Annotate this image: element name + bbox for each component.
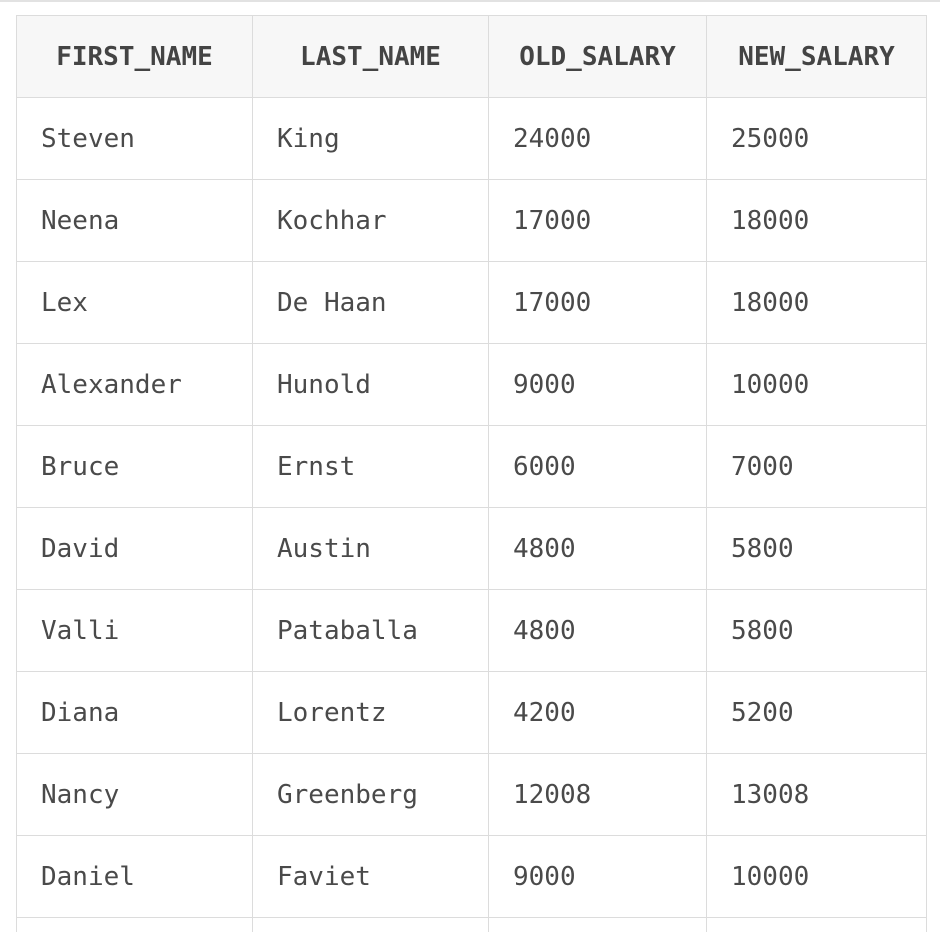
cell-first-name: Valli [16, 589, 253, 672]
cell-empty [252, 917, 489, 932]
cell-first-name: Daniel [16, 835, 253, 918]
table-row: Neena Kochhar 17000 18000 [16, 179, 927, 262]
cell-empty [16, 917, 253, 932]
cell-last-name: Hunold [252, 343, 489, 426]
cell-old-salary: 17000 [488, 261, 707, 344]
cell-old-salary: 24000 [488, 97, 707, 180]
cell-new-salary: 13008 [706, 753, 927, 836]
cell-last-name: Austin [252, 507, 489, 590]
cell-first-name: Diana [16, 671, 253, 754]
table-row: Alexander Hunold 9000 10000 [16, 343, 927, 426]
table-row-partial [16, 917, 927, 932]
cell-new-salary: 5800 [706, 589, 927, 672]
cell-empty [488, 917, 707, 932]
cell-last-name: King [252, 97, 489, 180]
table-header: FIRST_NAME LAST_NAME OLD_SALARY NEW_SALA… [16, 15, 927, 98]
cell-first-name: Bruce [16, 425, 253, 508]
cell-old-salary: 4800 [488, 589, 707, 672]
cell-first-name: Steven [16, 97, 253, 180]
cell-new-salary: 10000 [706, 343, 927, 426]
cell-old-salary: 4800 [488, 507, 707, 590]
cell-new-salary: 18000 [706, 179, 927, 262]
cell-last-name: Pataballa [252, 589, 489, 672]
cell-last-name: Faviet [252, 835, 489, 918]
table-row: Daniel Faviet 9000 10000 [16, 835, 927, 918]
table-row: Bruce Ernst 6000 7000 [16, 425, 927, 508]
cell-empty [706, 917, 927, 932]
cell-old-salary: 4200 [488, 671, 707, 754]
cell-first-name: David [16, 507, 253, 590]
cell-last-name: Ernst [252, 425, 489, 508]
cell-new-salary: 25000 [706, 97, 927, 180]
cell-old-salary: 12008 [488, 753, 707, 836]
cell-new-salary: 7000 [706, 425, 927, 508]
column-header-last-name[interactable]: LAST_NAME [252, 15, 489, 98]
cell-last-name: Lorentz [252, 671, 489, 754]
cell-first-name: Neena [16, 179, 253, 262]
column-header-old-salary[interactable]: OLD_SALARY [488, 15, 707, 98]
header-row: FIRST_NAME LAST_NAME OLD_SALARY NEW_SALA… [16, 15, 927, 98]
cell-old-salary: 17000 [488, 179, 707, 262]
cell-new-salary: 5800 [706, 507, 927, 590]
table-body: Steven King 24000 25000 Neena Kochhar 17… [16, 97, 927, 932]
cell-first-name: Alexander [16, 343, 253, 426]
table-row: Diana Lorentz 4200 5200 [16, 671, 927, 754]
cell-last-name: De Haan [252, 261, 489, 344]
cell-first-name: Nancy [16, 753, 253, 836]
table-row: Lex De Haan 17000 18000 [16, 261, 927, 344]
result-table: FIRST_NAME LAST_NAME OLD_SALARY NEW_SALA… [16, 15, 927, 932]
cell-old-salary: 9000 [488, 343, 707, 426]
table-row: Valli Pataballa 4800 5800 [16, 589, 927, 672]
cell-last-name: Greenberg [252, 753, 489, 836]
cell-last-name: Kochhar [252, 179, 489, 262]
cell-new-salary: 18000 [706, 261, 927, 344]
table-row: Steven King 24000 25000 [16, 97, 927, 180]
cell-new-salary: 10000 [706, 835, 927, 918]
table-row: Nancy Greenberg 12008 13008 [16, 753, 927, 836]
column-header-new-salary[interactable]: NEW_SALARY [706, 15, 927, 98]
cell-old-salary: 9000 [488, 835, 707, 918]
column-header-first-name[interactable]: FIRST_NAME [16, 15, 253, 98]
cell-old-salary: 6000 [488, 425, 707, 508]
table-row: David Austin 4800 5800 [16, 507, 927, 590]
cell-new-salary: 5200 [706, 671, 927, 754]
cell-first-name: Lex [16, 261, 253, 344]
